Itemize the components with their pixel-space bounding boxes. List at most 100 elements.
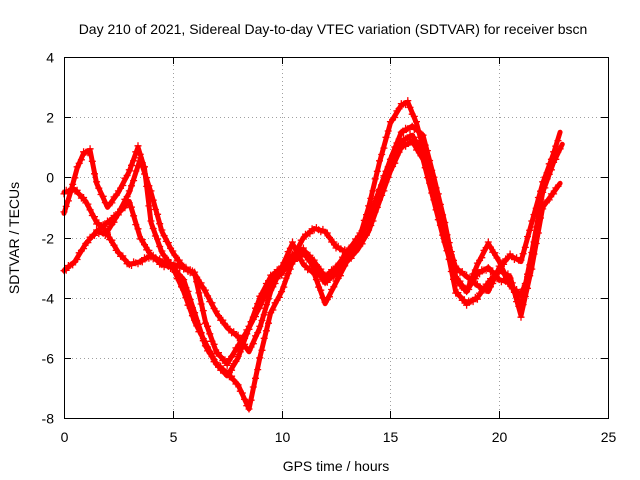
y-tick-label: -4 bbox=[42, 291, 55, 307]
data-point bbox=[71, 174, 79, 182]
data-point bbox=[365, 226, 373, 234]
data-point bbox=[460, 296, 468, 304]
data-point bbox=[299, 235, 307, 243]
data-point bbox=[84, 239, 92, 247]
data-point bbox=[534, 229, 542, 237]
data-point bbox=[554, 137, 562, 145]
data-point bbox=[376, 196, 383, 204]
data-point bbox=[215, 312, 222, 320]
data-point bbox=[517, 256, 525, 264]
data-point bbox=[160, 232, 168, 240]
data-point bbox=[434, 216, 442, 224]
data-point bbox=[439, 231, 447, 239]
data-point bbox=[517, 313, 525, 321]
data-point bbox=[275, 268, 283, 276]
data-point bbox=[125, 187, 133, 195]
data-point bbox=[145, 202, 153, 210]
data-point bbox=[363, 231, 370, 239]
data-point bbox=[458, 281, 466, 289]
data-point bbox=[447, 260, 455, 268]
data-point bbox=[406, 103, 414, 111]
data-point bbox=[195, 289, 203, 297]
data-point bbox=[471, 266, 479, 274]
data-point bbox=[110, 241, 118, 249]
data-point bbox=[156, 255, 164, 263]
data-point bbox=[304, 253, 312, 261]
data-point bbox=[167, 259, 175, 266]
data-point bbox=[147, 217, 155, 225]
data-point bbox=[552, 155, 560, 163]
data-point bbox=[67, 188, 74, 196]
data-point bbox=[130, 212, 138, 220]
data-point bbox=[343, 250, 351, 258]
data-point bbox=[132, 167, 140, 175]
data-point bbox=[206, 330, 214, 338]
data-point bbox=[421, 141, 429, 149]
data-point bbox=[151, 206, 159, 213]
data-point bbox=[467, 278, 475, 286]
data-point bbox=[254, 366, 262, 374]
data-point bbox=[112, 191, 120, 199]
data-point bbox=[463, 301, 471, 309]
data-point bbox=[262, 301, 270, 309]
data-point bbox=[241, 333, 249, 340]
data-point bbox=[145, 182, 153, 190]
data-point bbox=[504, 254, 512, 262]
data-point bbox=[347, 254, 355, 262]
data-point bbox=[215, 349, 222, 357]
data-point bbox=[317, 273, 325, 281]
data-point bbox=[138, 236, 146, 244]
data-point bbox=[521, 293, 529, 300]
data-point bbox=[236, 336, 244, 344]
data-point bbox=[180, 276, 188, 284]
data-point bbox=[128, 161, 135, 169]
data-point bbox=[326, 234, 333, 241]
data-point bbox=[526, 226, 534, 234]
data-point bbox=[556, 145, 564, 153]
data-point bbox=[104, 229, 111, 237]
data-point bbox=[395, 148, 403, 156]
data-point bbox=[108, 199, 116, 207]
data-point bbox=[75, 190, 83, 198]
data-point bbox=[515, 302, 523, 310]
data-point bbox=[80, 245, 88, 253]
y-axis-label: SDTVAR / TECUs bbox=[6, 182, 22, 294]
data-point bbox=[275, 293, 283, 301]
data-point bbox=[132, 221, 140, 229]
data-point bbox=[265, 319, 272, 327]
data-point bbox=[236, 348, 244, 356]
data-point bbox=[245, 405, 253, 413]
grid bbox=[64, 57, 608, 418]
data-point bbox=[197, 279, 205, 287]
data-point bbox=[545, 196, 553, 204]
data-point bbox=[445, 256, 453, 263]
data-point bbox=[80, 194, 88, 201]
data-point bbox=[469, 298, 477, 306]
data-point bbox=[517, 289, 525, 297]
data-point bbox=[128, 182, 135, 190]
data-point bbox=[319, 225, 327, 233]
data-series bbox=[93, 136, 535, 355]
data-point bbox=[513, 298, 521, 306]
data-point bbox=[97, 225, 105, 233]
data-point bbox=[391, 114, 399, 121]
data-point bbox=[247, 396, 255, 404]
x-tick-label: 5 bbox=[170, 429, 178, 445]
data-point bbox=[441, 238, 449, 246]
y-tick-label: 0 bbox=[46, 170, 54, 186]
data-point bbox=[228, 366, 236, 374]
data-point bbox=[484, 280, 492, 288]
data-point bbox=[349, 241, 357, 249]
data-point bbox=[554, 182, 562, 190]
data-point bbox=[400, 129, 407, 136]
data-point bbox=[547, 166, 555, 174]
data-point bbox=[336, 272, 344, 280]
data-point bbox=[93, 178, 101, 186]
data-point bbox=[545, 170, 553, 178]
data-point bbox=[421, 164, 429, 172]
data-point bbox=[352, 248, 360, 256]
data-point bbox=[156, 243, 164, 250]
data-point bbox=[326, 293, 333, 301]
data-point bbox=[199, 307, 207, 315]
data-point bbox=[289, 238, 296, 246]
